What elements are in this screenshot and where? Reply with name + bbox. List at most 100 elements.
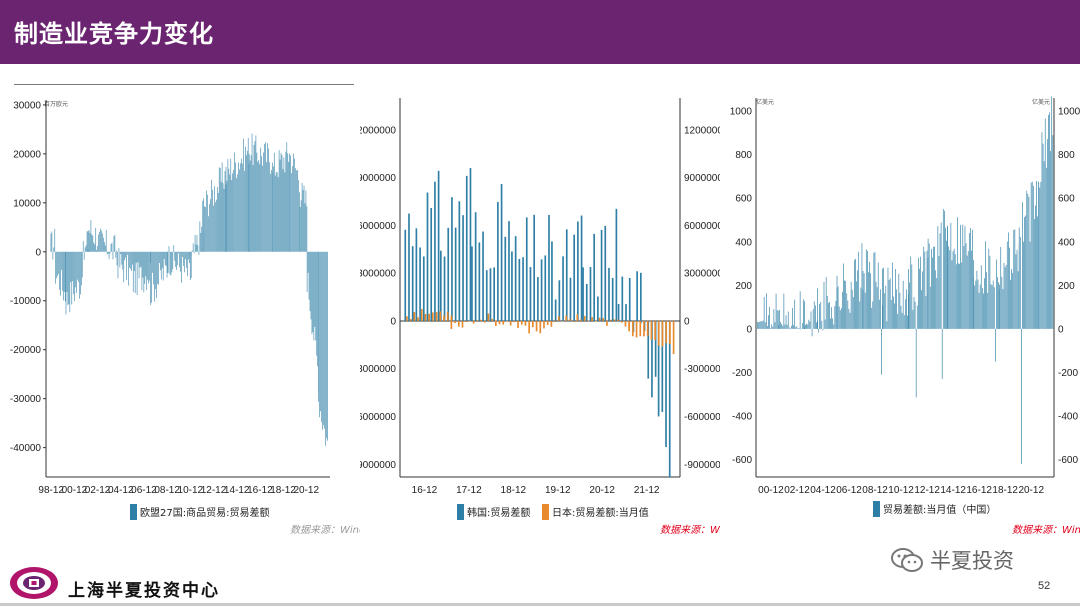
bar-korea [593, 233, 595, 321]
bar [235, 162, 236, 252]
bar [1037, 216, 1038, 329]
bar [1017, 271, 1019, 329]
bar [794, 299, 796, 329]
bar-japan [509, 320, 512, 326]
bar [896, 289, 897, 329]
bar-japan [524, 320, 527, 326]
bar [117, 251, 119, 279]
x-tick-label: 08-12 [154, 485, 180, 496]
bar [924, 251, 926, 329]
bar [990, 284, 992, 329]
bar [132, 251, 134, 293]
bar [220, 181, 222, 252]
bar-japan [495, 320, 497, 321]
bar [68, 251, 70, 305]
bar [300, 200, 302, 252]
bar [170, 251, 172, 276]
bar-japan [613, 319, 616, 321]
bar [304, 203, 306, 252]
bar [931, 248, 932, 329]
bar [290, 155, 291, 252]
bar [54, 228, 56, 252]
y-tick-label-right: 9000000 [684, 173, 720, 184]
y-tick-label-left: 3000000 [360, 269, 396, 280]
bar [201, 226, 203, 252]
x-tick-label: 20-12 [293, 485, 319, 496]
x-tick-label: 20-12 [1018, 485, 1044, 496]
bar-korea [478, 242, 481, 321]
bar [976, 270, 978, 329]
bar [171, 251, 173, 273]
bar [315, 251, 317, 341]
bar [104, 245, 106, 252]
bar-korea [665, 320, 667, 448]
bar-japan [635, 320, 638, 338]
bar-korea [668, 320, 671, 478]
bar [137, 251, 139, 263]
bar [169, 251, 171, 275]
bar [159, 251, 160, 263]
x-tick-label: 21-12 [634, 485, 660, 496]
bar [864, 292, 866, 329]
bar [796, 326, 798, 329]
bar [90, 220, 92, 252]
bar [63, 251, 64, 301]
bar [267, 143, 268, 252]
bar-japan [498, 320, 501, 325]
bar [83, 251, 85, 260]
bar [159, 251, 161, 271]
bar [120, 251, 122, 255]
bar-japan [424, 314, 427, 321]
bar [889, 278, 891, 329]
bar [775, 293, 777, 329]
legend-label-japan: 日本:贸易差额:当月值 [552, 506, 649, 519]
bar [885, 285, 887, 329]
bar-korea [411, 246, 414, 321]
y-tick-label: 10000 [13, 198, 41, 209]
bar [296, 170, 297, 252]
bar [923, 246, 925, 329]
bar [975, 280, 977, 329]
bar [113, 236, 115, 252]
bar [320, 251, 321, 412]
chart-china-trade-balance: 亿美元 亿美元10008006004002000-200-400-60010008… [730, 96, 1080, 536]
bar [211, 179, 212, 252]
bar-japan [580, 319, 582, 321]
y-tick-label-left: 9000000 [360, 173, 396, 184]
x-tick-label: 19-12 [545, 485, 571, 496]
bar-korea [625, 304, 627, 321]
bar [243, 138, 244, 252]
bar [773, 309, 775, 329]
bar [199, 221, 201, 252]
bar [881, 328, 882, 375]
bar [1014, 229, 1016, 329]
bar [205, 207, 206, 252]
bar-japan [502, 320, 505, 325]
bar [933, 246, 934, 329]
bar-japan [606, 320, 608, 326]
y-tick-label-right: 1000 [1058, 107, 1080, 118]
bar [157, 251, 158, 284]
bar [774, 322, 776, 329]
bar [841, 307, 842, 329]
bar [829, 301, 830, 329]
bar [88, 230, 90, 252]
bar [275, 172, 277, 252]
bar [927, 257, 929, 329]
bar-japan [520, 320, 523, 325]
bar [1031, 181, 1033, 329]
bar [914, 301, 916, 329]
bar [843, 263, 844, 329]
bar [226, 180, 228, 252]
y-tick-label-right: -400 [1058, 412, 1078, 423]
bar [1011, 268, 1012, 329]
bar [116, 250, 118, 252]
bar [823, 281, 825, 329]
bar [920, 256, 921, 329]
bar [814, 305, 816, 329]
bar [988, 248, 990, 329]
bar [970, 228, 971, 329]
bar-korea [544, 255, 547, 321]
bar [69, 251, 71, 313]
bar [112, 251, 114, 260]
